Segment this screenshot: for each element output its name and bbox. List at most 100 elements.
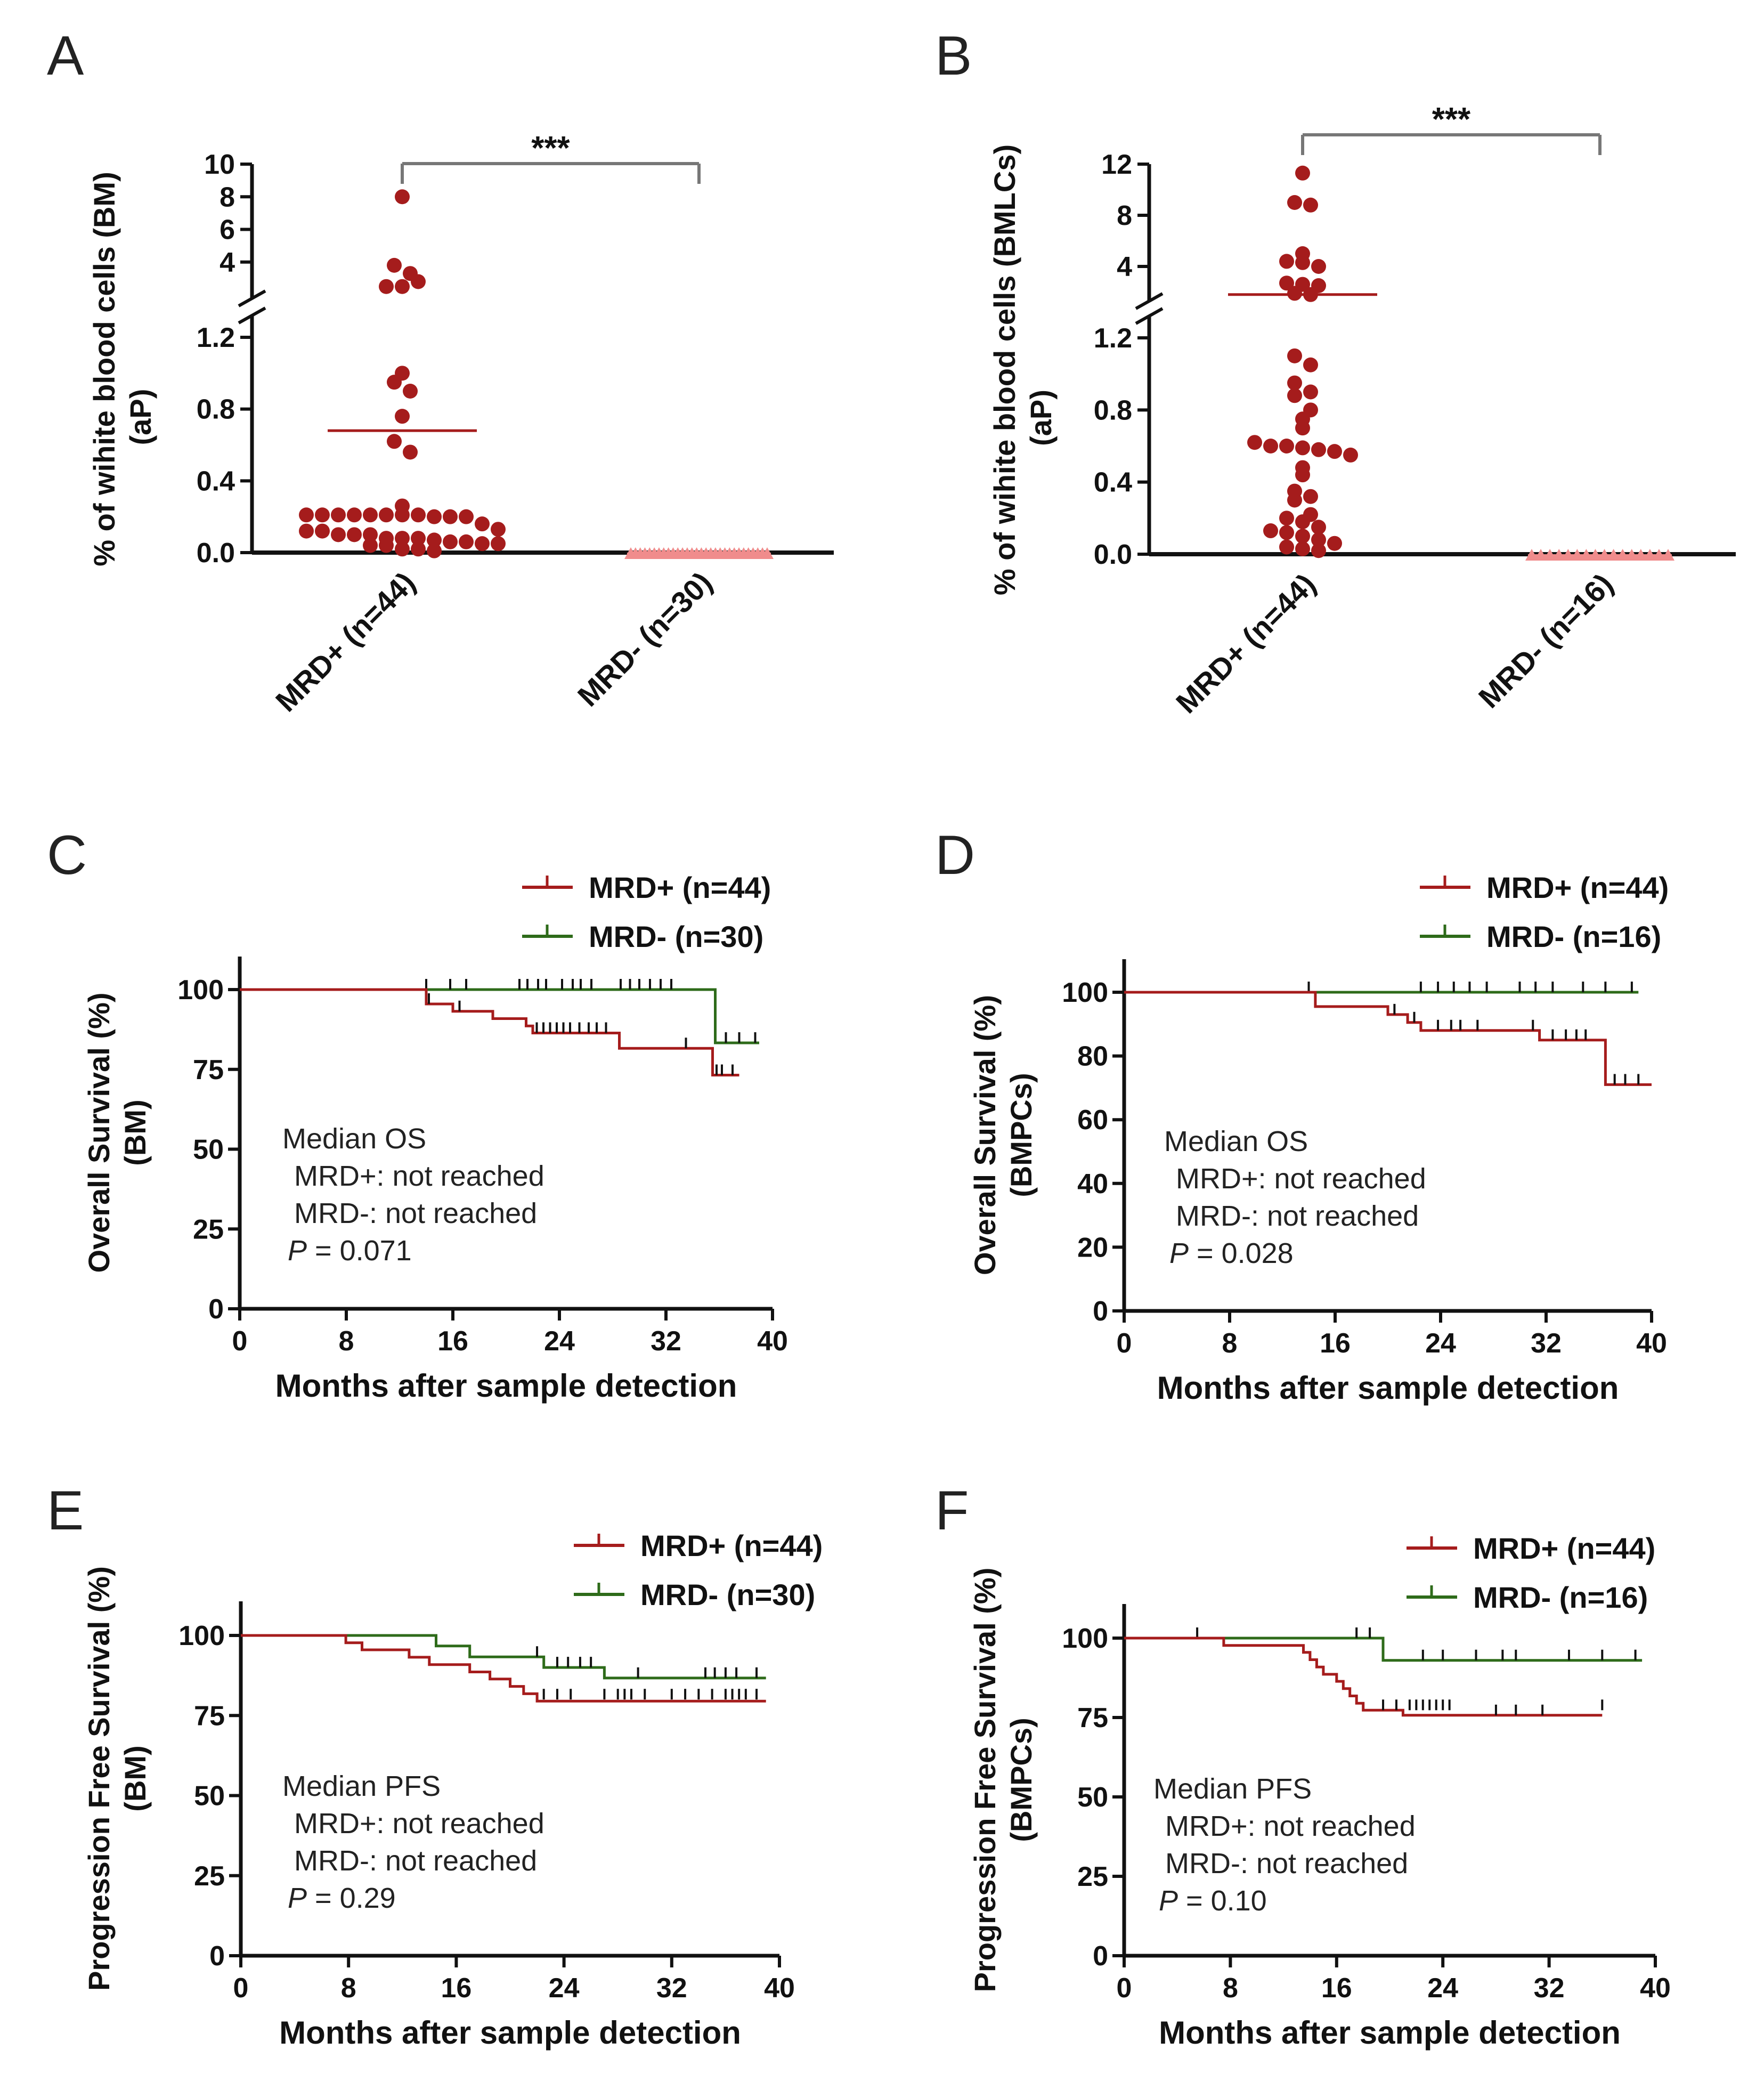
data-point-mrd-pos (427, 532, 442, 548)
y-tick-label: 20 (1077, 1232, 1108, 1263)
x-tick-label: 24 (1425, 1328, 1456, 1359)
y-axis-label: Progression Free Survival (%) (968, 1568, 1002, 1992)
data-point-mrd-pos (1295, 541, 1310, 556)
data-point-mrd-pos (427, 543, 442, 558)
legend-label-mrd-pos: MRD+ (n=44) (1473, 1532, 1655, 1565)
data-point-mrd-pos (363, 507, 378, 523)
x-tick-label: 24 (544, 1326, 575, 1357)
y-tick-label: 4 (220, 247, 235, 278)
annotation-mrd-neg: MRD-: not reached (1176, 1200, 1419, 1232)
axis-break-mark (238, 306, 266, 325)
y-tick-label: 12 (1101, 149, 1132, 180)
y-tick-label: 8 (1117, 200, 1132, 231)
y-tick-label: 100 (1062, 1623, 1108, 1654)
data-point-mrd-pos (299, 523, 314, 539)
data-point-mrd-pos (1311, 442, 1326, 457)
data-point-mrd-pos (1327, 444, 1342, 459)
annotation-p-value: P = 0.028 (1169, 1237, 1294, 1269)
p-label: P (288, 1882, 307, 1914)
significance-stars: *** (531, 130, 570, 167)
data-point-mrd-pos (411, 274, 426, 289)
data-point-mrd-pos (1279, 254, 1294, 269)
survival-curve-mrd-pos (241, 1634, 766, 1703)
data-point-mrd-pos (395, 279, 410, 294)
category-label-1: MRD+ (n=44) (269, 565, 422, 718)
category-label-2: MRD- (n=16) (1472, 567, 1620, 715)
y-tick-label: 0 (1093, 1296, 1108, 1327)
data-point-mrd-pos (443, 509, 458, 524)
x-tick-label: 40 (764, 1973, 795, 2004)
survival-curve-mrd-neg (240, 988, 759, 1044)
x-tick-label: 40 (1640, 1973, 1671, 2004)
y-tick-label: 0.0 (1094, 539, 1132, 570)
axis-break-mark (1135, 307, 1164, 325)
data-point-mrd-pos (331, 507, 346, 523)
data-point-mrd-pos (1279, 525, 1294, 540)
data-point-mrd-pos (1295, 420, 1310, 436)
data-point-mrd-pos (387, 257, 402, 273)
data-point-mrd-pos (1295, 467, 1310, 483)
data-point-mrd-pos (1279, 276, 1294, 291)
y-tick-label: 50 (193, 1135, 224, 1165)
annotation-mrd-pos: MRD+: not reached (1176, 1163, 1426, 1195)
y-tick-label: 25 (194, 1861, 225, 1892)
panel-letter-c: C (47, 824, 87, 886)
x-axis-label: Months after sample detection (1159, 2015, 1621, 2051)
data-point-mrd-pos (1287, 388, 1302, 403)
data-point-mrd-pos (1303, 384, 1318, 400)
x-tick-label: 8 (341, 1973, 356, 2004)
y-tick-label: 0.4 (1094, 467, 1132, 498)
y-tick-label: 0.4 (197, 466, 235, 497)
data-point-mrd-pos (1295, 529, 1310, 544)
data-point-mrd-pos (347, 507, 362, 523)
y-axis-label: Progression Free Survival (%) (82, 1566, 116, 1991)
survival-curve-mrd-pos (1124, 991, 1652, 1086)
y-tick-label: 1.2 (1094, 323, 1132, 354)
x-tick-label: 8 (339, 1326, 354, 1357)
data-point-mrd-pos (395, 507, 410, 523)
x-tick-label: 32 (1531, 1328, 1562, 1359)
y-tick-label: 80 (1077, 1041, 1108, 1072)
annotation-mrd-pos: MRD+: not reached (294, 1160, 544, 1192)
survival-curve-mrd-pos (240, 988, 739, 1076)
data-point-mrd-pos (1279, 511, 1294, 526)
y-tick-label: 0.0 (197, 538, 235, 569)
legend-label-mrd-pos: MRD+ (n=44) (589, 871, 771, 904)
data-point-mrd-pos (1279, 439, 1294, 453)
y-tick-label: 1.2 (197, 322, 235, 353)
y-tick-label: 25 (193, 1214, 224, 1245)
category-label-2: MRD- (n=30) (571, 565, 719, 713)
p-label: P (288, 1235, 307, 1267)
p-value: = 0.10 (1178, 1885, 1267, 1917)
data-point-mrd-pos (411, 507, 426, 523)
y-tick-label: 0 (209, 1941, 225, 1972)
p-value: = 0.29 (307, 1882, 396, 1914)
x-tick-label: 40 (1636, 1328, 1667, 1359)
x-axis-label: Months after sample detection (275, 1368, 737, 1404)
y-axis-label-units: (BM) (118, 1745, 152, 1811)
panel-letter-d: D (935, 824, 975, 886)
data-point-mrd-pos (379, 538, 394, 553)
data-point-mrd-pos (403, 384, 418, 399)
x-tick-label: 0 (1117, 1973, 1132, 2004)
data-point-mrd-pos (459, 509, 474, 524)
data-point-mrd-pos (1311, 532, 1326, 547)
panel-letter-f: F (935, 1480, 969, 1542)
y-tick-label: 10 (204, 149, 235, 180)
category-label-1: MRD+ (n=44) (1169, 567, 1322, 720)
data-point-mrd-pos (491, 536, 506, 552)
data-point-mrd-pos (491, 522, 506, 537)
x-tick-label: 24 (549, 1973, 580, 2004)
y-tick-label: 8 (220, 182, 235, 213)
x-tick-label: 0 (232, 1326, 248, 1357)
data-point-mrd-pos (299, 507, 314, 523)
data-point-mrd-pos (1311, 520, 1326, 535)
data-point-mrd-pos (475, 536, 490, 552)
legend-label-mrd-neg: MRD- (n=30) (589, 920, 763, 953)
annotation-p-value: P = 0.071 (288, 1235, 412, 1267)
y-axis-label-units: (aP) (124, 389, 157, 445)
data-point-mrd-pos (1311, 259, 1326, 274)
x-tick-label: 32 (651, 1326, 681, 1357)
y-tick-label: 100 (1062, 977, 1108, 1008)
data-point-mrd-pos (387, 434, 402, 449)
